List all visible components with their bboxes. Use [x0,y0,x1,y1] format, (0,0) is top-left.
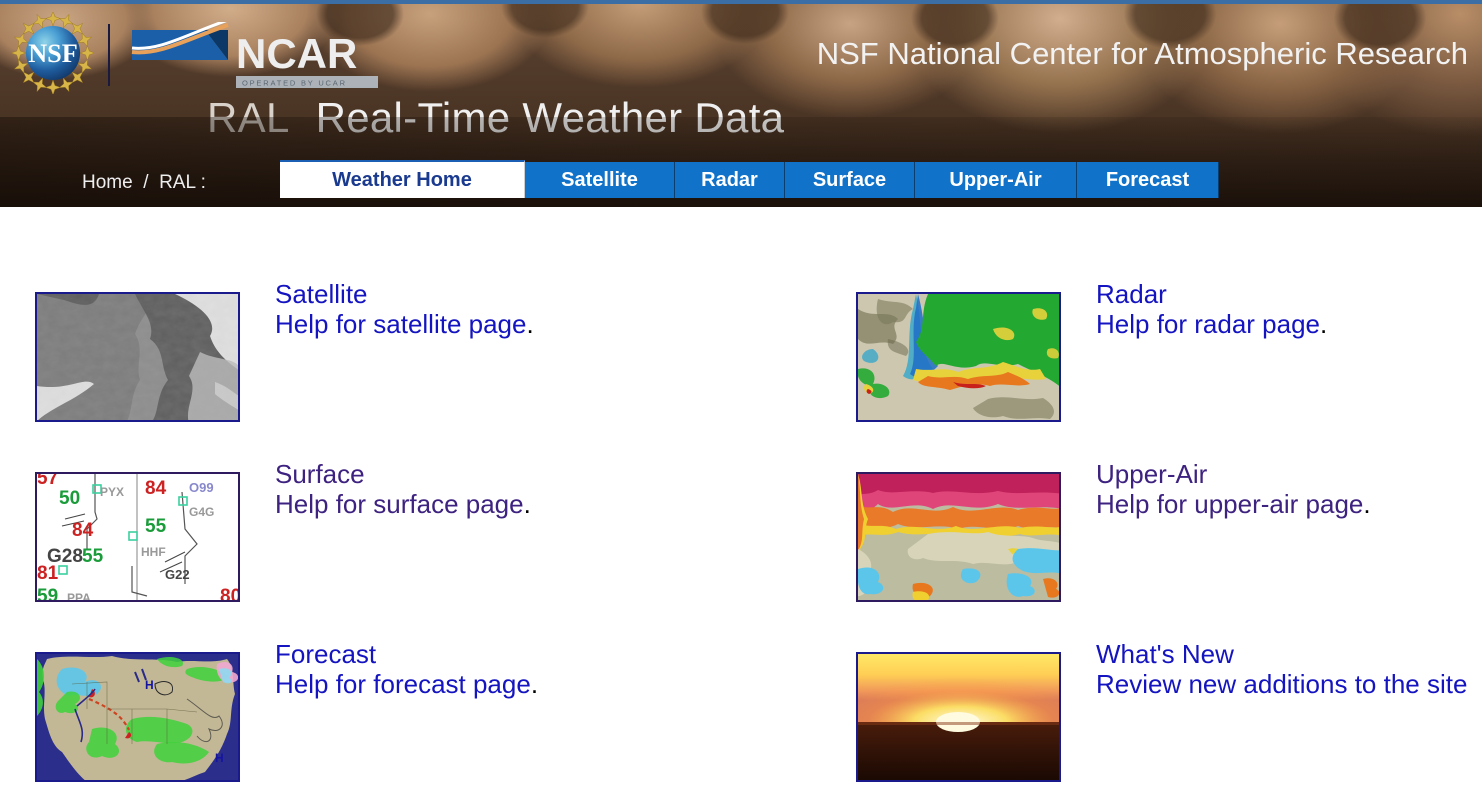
svg-text:O99: O99 [189,480,214,495]
svg-text:HHF: HHF [141,545,166,559]
svg-text:H: H [215,751,224,765]
svg-text:NSF: NSF [28,39,78,68]
svg-text:H: H [145,678,154,692]
svg-text:PPA: PPA [67,591,91,602]
svg-text:NCAR: NCAR [236,30,357,77]
svg-text:84: 84 [72,520,94,541]
svg-text:G4G: G4G [189,505,214,519]
svg-text:55: 55 [82,546,104,567]
svg-text:G22: G22 [165,567,190,582]
svg-text:PYX: PYX [100,485,124,499]
svg-text:81: 81 [37,563,59,584]
svg-text:50: 50 [59,488,80,509]
svg-text:80: 80 [220,586,240,602]
svg-text:55: 55 [145,516,167,537]
svg-text:57: 57 [37,474,58,489]
svg-text:84: 84 [145,478,167,499]
svg-text:59: 59 [37,586,58,602]
svg-text:OPERATED BY UCAR: OPERATED BY UCAR [242,79,347,88]
